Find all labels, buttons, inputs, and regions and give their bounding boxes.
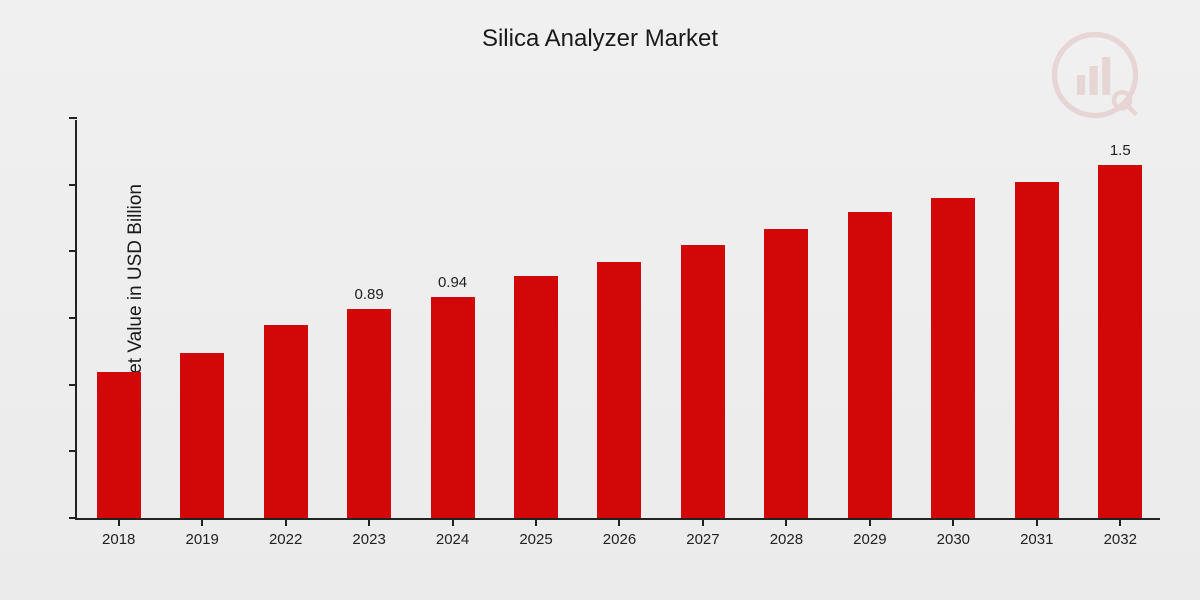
- x-tick-label: 2030: [923, 531, 983, 548]
- x-axis-tick: [952, 518, 954, 526]
- x-tick-label: 2024: [423, 531, 483, 548]
- x-axis-tick: [1119, 518, 1121, 526]
- x-tick-label: 2028: [756, 531, 816, 548]
- x-tick-label: 2032: [1090, 531, 1150, 548]
- chart-plot-area: 20182019202220230.8920240.94202520262027…: [75, 120, 1160, 520]
- bar-value-label: 0.89: [339, 286, 399, 303]
- y-axis-tick: [69, 250, 77, 252]
- y-axis-tick: [69, 317, 77, 319]
- watermark-logo-icon: [1050, 30, 1140, 120]
- x-tick-label: 2018: [89, 531, 149, 548]
- y-axis-tick: [69, 117, 77, 119]
- x-axis-tick: [201, 518, 203, 526]
- bar: [931, 198, 975, 518]
- x-axis-tick: [535, 518, 537, 526]
- x-tick-label: 2025: [506, 531, 566, 548]
- x-axis-tick: [285, 518, 287, 526]
- bar: [1015, 182, 1059, 518]
- bar: [681, 245, 725, 518]
- x-axis-tick: [869, 518, 871, 526]
- x-axis-tick: [785, 518, 787, 526]
- x-axis-tick: [452, 518, 454, 526]
- x-axis-tick: [702, 518, 704, 526]
- x-axis-tick: [118, 518, 120, 526]
- x-tick-label: 2026: [589, 531, 649, 548]
- bar: [180, 353, 224, 518]
- y-axis-tick: [69, 450, 77, 452]
- bar: [597, 262, 641, 518]
- y-axis-tick: [69, 384, 77, 386]
- x-tick-label: 2019: [172, 531, 232, 548]
- x-tick-label: 2027: [673, 531, 733, 548]
- bar: [1098, 165, 1142, 518]
- bar: [514, 276, 558, 518]
- chart-title: Silica Analyzer Market: [0, 25, 1200, 53]
- x-tick-label: 2022: [256, 531, 316, 548]
- y-axis-tick: [69, 184, 77, 186]
- bar-value-label: 1.5: [1090, 142, 1150, 159]
- x-axis-tick: [1036, 518, 1038, 526]
- x-tick-label: 2029: [840, 531, 900, 548]
- x-axis-tick: [618, 518, 620, 526]
- bar: [431, 297, 475, 518]
- x-tick-label: 2031: [1007, 531, 1067, 548]
- y-axis-tick: [69, 517, 77, 519]
- bar: [264, 325, 308, 518]
- bar: [848, 212, 892, 518]
- bar: [347, 309, 391, 518]
- bar: [764, 229, 808, 518]
- x-tick-label: 2023: [339, 531, 399, 548]
- bar-value-label: 0.94: [423, 274, 483, 291]
- x-axis-tick: [368, 518, 370, 526]
- bar: [97, 372, 141, 518]
